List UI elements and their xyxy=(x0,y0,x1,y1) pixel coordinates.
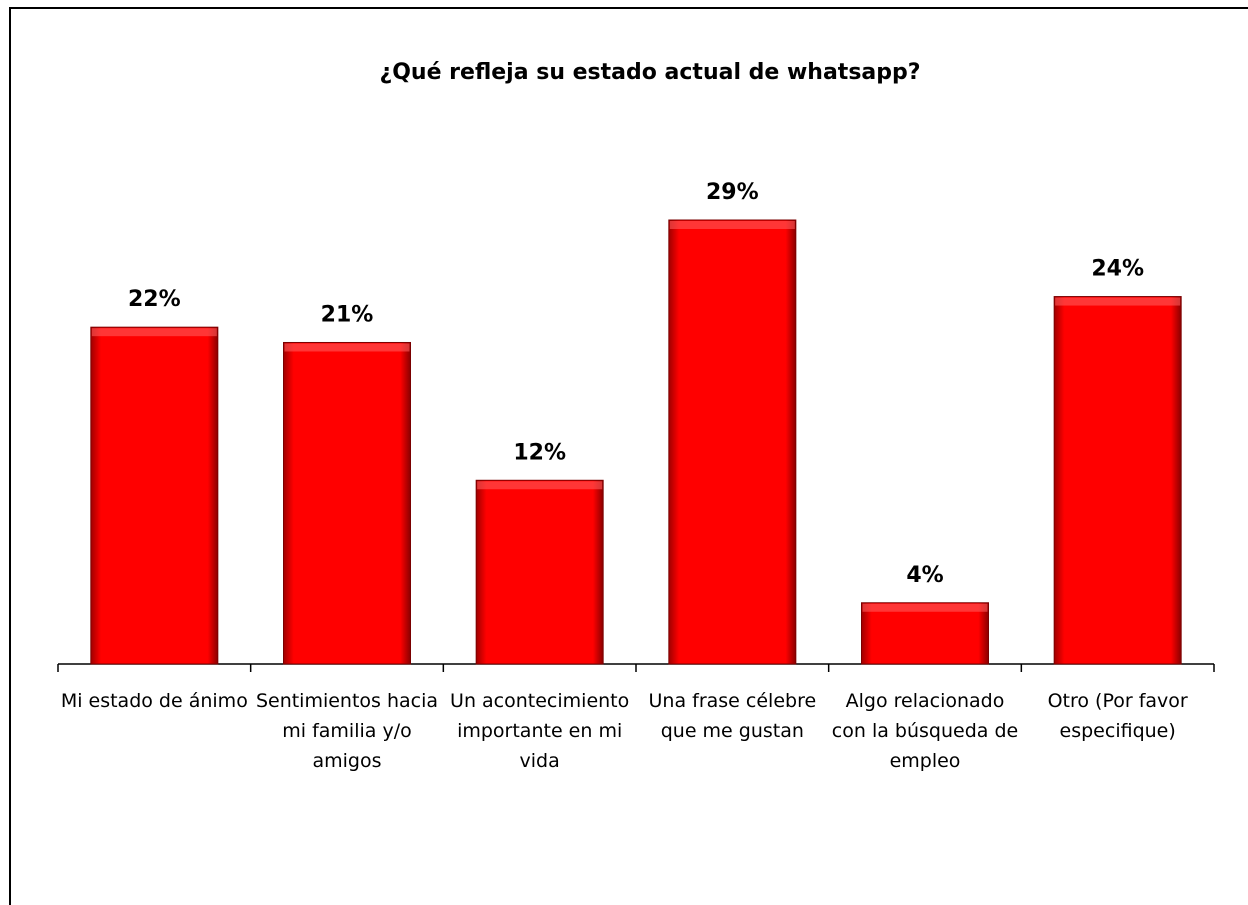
frame xyxy=(9,7,1248,905)
chart-title: ¿Qué refleja su estado actual de whatsap… xyxy=(379,60,920,85)
bar-bevel xyxy=(477,481,603,490)
value-label: 12% xyxy=(513,440,566,465)
bar-bevel xyxy=(669,221,795,229)
value-label: 4% xyxy=(906,563,943,588)
x-tick-label: Otro (Por favor especifique) xyxy=(1047,690,1188,742)
bar xyxy=(668,219,797,665)
x-tick-label: Mi estado de ánimo xyxy=(60,690,248,712)
bar xyxy=(90,326,219,665)
bar-bevel xyxy=(91,328,217,337)
value-label: 29% xyxy=(706,180,759,205)
bar xyxy=(283,341,411,665)
bar-bevel xyxy=(1055,297,1181,306)
bar xyxy=(475,479,604,665)
bar-bevel xyxy=(862,603,988,612)
value-label: 21% xyxy=(321,302,374,327)
bar xyxy=(1053,296,1182,665)
value-label: 24% xyxy=(1091,257,1144,282)
value-label: 22% xyxy=(128,287,181,312)
x-tick-label: Un acontecimiento importante en mi vida xyxy=(450,690,630,772)
x-tick-label: Sentimientos hacia mi familia y/o amigos xyxy=(255,690,439,772)
bar xyxy=(861,602,989,665)
bar-bevel xyxy=(284,343,410,352)
x-tick-label: Algo relacionado con la búsqueda de empl… xyxy=(831,690,1019,772)
x-tick-label: Una frase célebre que me gustan xyxy=(648,690,817,742)
